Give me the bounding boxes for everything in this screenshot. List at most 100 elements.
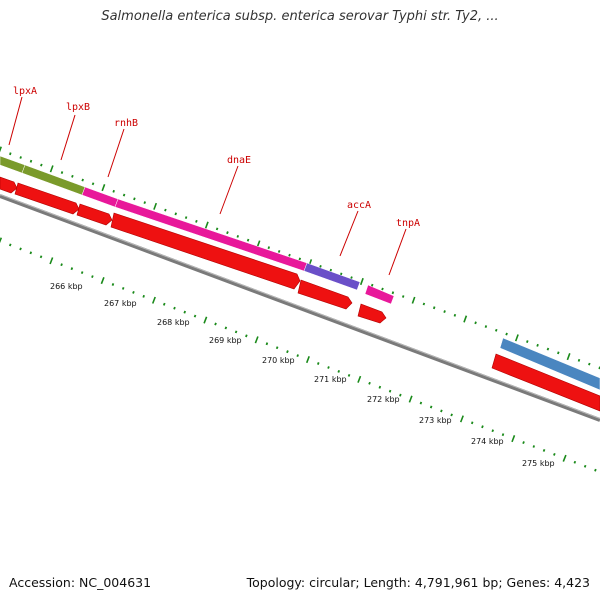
cds-arrow[interactable] xyxy=(110,212,301,290)
tick-mark xyxy=(573,460,577,464)
tick-mark xyxy=(359,277,364,286)
tick-mark xyxy=(546,347,550,351)
tick-mark xyxy=(474,321,477,325)
tick-mark xyxy=(505,332,508,336)
leader-line xyxy=(388,228,407,276)
gene-label-lpxB[interactable]: lpxB xyxy=(66,102,90,113)
tick-mark xyxy=(19,247,22,251)
tick-mark xyxy=(91,275,94,279)
tick-mark xyxy=(526,340,529,343)
tick-mark xyxy=(121,286,125,290)
tick-mark xyxy=(265,342,269,346)
map-title: Salmonella enterica subsp. enterica sero… xyxy=(101,9,499,24)
tick-mark xyxy=(305,356,310,364)
gene-feature-accA[interactable] xyxy=(303,262,361,291)
ruler-label: 275 kbp xyxy=(522,459,555,468)
tick-mark xyxy=(432,306,436,310)
tick-mark xyxy=(236,234,240,238)
outer-tick-track xyxy=(0,146,600,370)
tick-mark xyxy=(151,296,156,304)
tick-mark xyxy=(101,184,106,192)
tick-mark xyxy=(536,343,539,347)
tick-mark xyxy=(491,429,495,433)
tick-mark xyxy=(542,448,546,452)
tick-mark xyxy=(463,315,468,323)
tick-mark xyxy=(183,310,187,314)
tick-mark xyxy=(133,197,136,201)
tick-mark xyxy=(143,201,147,205)
tick-mark xyxy=(339,272,343,276)
tick-mark xyxy=(91,182,95,186)
tick-mark xyxy=(245,334,248,338)
gene-feature-blue[interactable] xyxy=(499,337,600,391)
cds-arrow[interactable] xyxy=(491,353,600,412)
tick-mark xyxy=(470,421,474,425)
tick-mark xyxy=(511,435,516,443)
tick-mark xyxy=(39,255,43,259)
gene-label-lpxA[interactable]: lpxA xyxy=(13,86,37,97)
tick-mark xyxy=(522,441,525,445)
leader-line xyxy=(8,96,23,146)
tick-mark xyxy=(29,159,33,163)
tick-mark xyxy=(453,313,457,317)
tick-mark xyxy=(8,243,12,247)
tick-mark xyxy=(388,389,392,393)
tick-mark xyxy=(49,165,54,173)
tick-mark xyxy=(286,350,289,354)
genome-backbone-highlight xyxy=(0,194,600,419)
tick-mark xyxy=(532,445,536,448)
cds-arrow[interactable] xyxy=(297,279,353,310)
gene-label-dnaE[interactable]: dnaE xyxy=(227,155,251,166)
tick-mark xyxy=(553,452,556,456)
accession-label: Accession: NC_004631 xyxy=(9,575,152,590)
cds-arrow[interactable] xyxy=(0,176,18,194)
gene-feature-rnhB[interactable] xyxy=(81,186,119,208)
tick-mark xyxy=(288,253,291,257)
tick-mark xyxy=(422,302,426,306)
tick-mark xyxy=(184,216,188,220)
tick-mark xyxy=(450,413,453,417)
tick-mark xyxy=(370,283,374,287)
tick-mark xyxy=(49,257,54,265)
tick-mark xyxy=(514,334,519,342)
tick-mark xyxy=(429,405,433,409)
tick-mark xyxy=(100,277,105,285)
ruler-label: 270 kbp xyxy=(262,356,295,365)
gene-label-tnpA[interactable]: tnpA xyxy=(396,218,420,229)
tick-mark xyxy=(327,366,330,369)
tick-mark xyxy=(459,415,464,423)
tick-mark xyxy=(214,322,217,326)
tick-mark xyxy=(408,395,413,403)
tick-mark xyxy=(132,290,135,294)
gene-label-rnhB[interactable]: rnhB xyxy=(114,118,138,129)
tick-mark xyxy=(277,249,281,253)
ruler-label: 269 kbp xyxy=(209,336,242,345)
tick-mark xyxy=(296,354,299,358)
tick-mark xyxy=(381,287,384,291)
ruler-label: 267 kbp xyxy=(104,299,137,308)
tick-mark xyxy=(224,326,228,330)
tick-mark xyxy=(29,251,33,255)
cds-arrow[interactable] xyxy=(14,182,80,215)
tick-mark xyxy=(275,346,279,350)
tick-mark xyxy=(594,468,597,472)
tick-mark xyxy=(337,369,341,373)
tick-mark xyxy=(122,193,126,197)
gene-label-accA[interactable]: accA xyxy=(347,200,371,211)
tick-mark xyxy=(368,381,371,385)
cds-arrow[interactable] xyxy=(357,303,387,324)
tick-mark xyxy=(60,263,63,267)
tick-mark xyxy=(319,265,322,268)
ruler-label: 271 kbp xyxy=(314,375,347,384)
cds-arrow[interactable] xyxy=(76,203,113,226)
ruler-label: 272 kbp xyxy=(367,395,400,404)
tick-mark xyxy=(0,237,3,244)
tick-mark xyxy=(577,358,581,362)
gene-label-group: lpxA lpxB rnhB dnaE accA tnpA xyxy=(8,86,420,276)
tick-mark xyxy=(357,375,362,383)
gene-feature-tnpA[interactable] xyxy=(364,284,395,305)
tick-mark xyxy=(162,302,166,306)
leader-line xyxy=(219,165,239,215)
tick-mark xyxy=(254,336,259,344)
